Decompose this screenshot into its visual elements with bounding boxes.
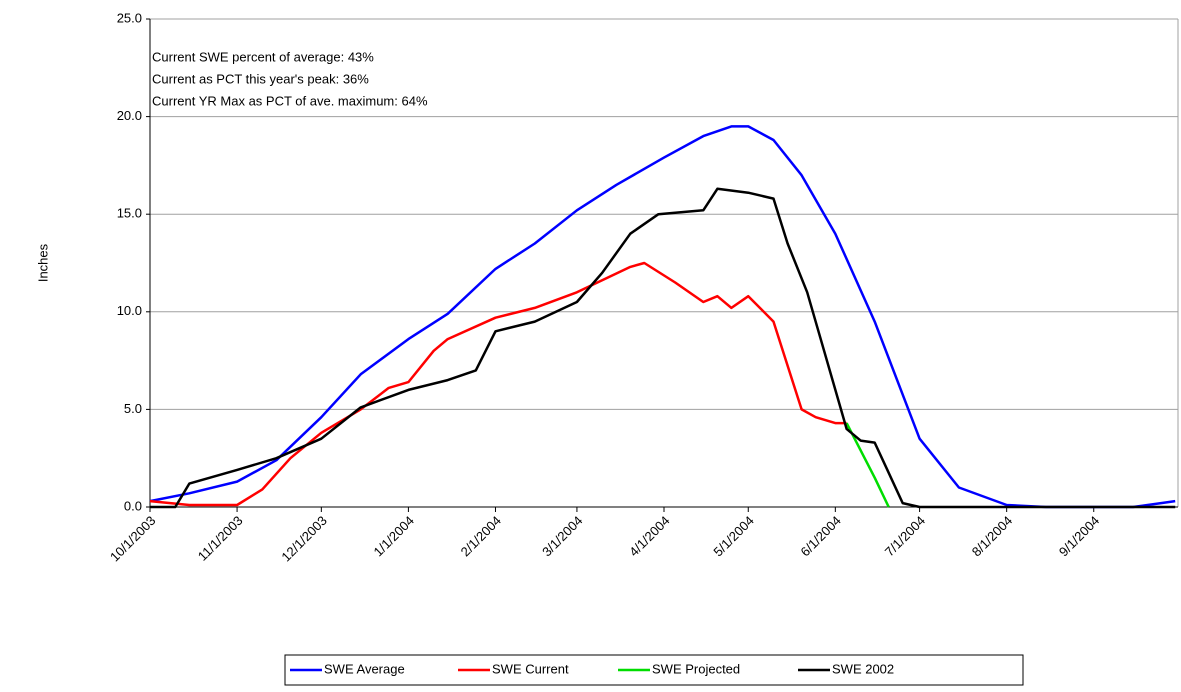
series-line (845, 422, 890, 508)
x-tick-label: 11/1/2003 (195, 513, 246, 564)
x-tick-label: 6/1/2004 (797, 513, 843, 559)
legend-label: SWE Average (324, 661, 405, 676)
annotation: Current YR Max as PCT of ave. maximum: 6… (152, 93, 428, 108)
x-tick-label: 8/1/2004 (969, 513, 1015, 559)
x-tick-label: 9/1/2004 (1056, 513, 1102, 559)
y-tick-label: 20.0 (117, 108, 142, 123)
x-tick-label: 7/1/2004 (882, 513, 928, 559)
legend-box (284, 654, 1024, 686)
x-tick-label: 10/1/2003 (107, 513, 159, 565)
legend-label: SWE Current (492, 661, 569, 676)
y-tick-label: 0.0 (124, 498, 142, 513)
x-tick-label: 5/1/2004 (710, 513, 756, 559)
y-tick-label: 10.0 (117, 303, 142, 318)
y-tick-label: 25.0 (117, 10, 142, 25)
series-line (149, 261, 847, 507)
series-line (150, 187, 1176, 509)
x-tick-label: 2/1/2004 (458, 513, 504, 559)
legend-label: SWE Projected (652, 661, 740, 676)
x-tick-label: 4/1/2004 (626, 513, 672, 559)
legend-label: SWE 2002 (832, 661, 894, 676)
x-tick-label: 12/1/2003 (278, 513, 330, 565)
x-tick-label: 1/1/2004 (371, 513, 417, 559)
series-line (149, 125, 1176, 509)
y-tick-label: 5.0 (124, 401, 142, 416)
y-axis-label: Inches (35, 243, 50, 282)
annotation: Current as PCT this year's peak: 36% (152, 71, 369, 86)
y-tick-label: 15.0 (117, 206, 142, 221)
x-tick-label: 3/1/2004 (539, 513, 585, 559)
annotation: Current SWE percent of average: 43% (152, 49, 374, 64)
